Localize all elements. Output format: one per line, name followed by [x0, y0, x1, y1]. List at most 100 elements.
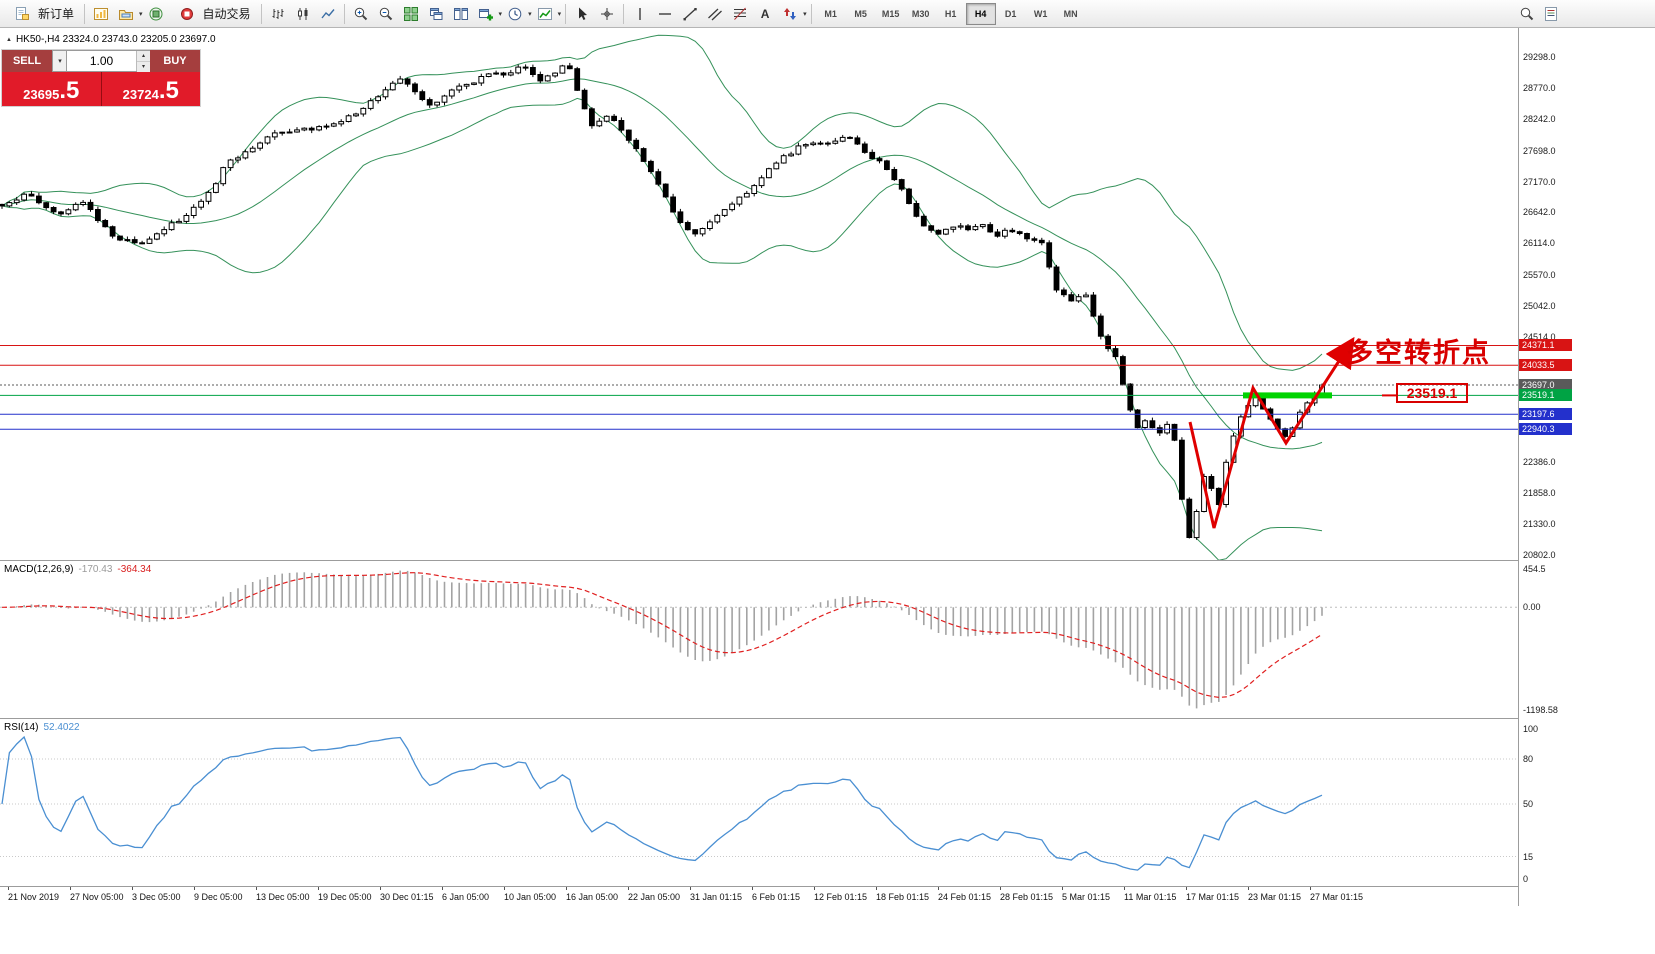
price-axis-label: 21330.0 — [1523, 518, 1556, 529]
macd-panel[interactable]: MACD(12,26,9) -170.43 -364.34 — [0, 561, 1518, 718]
line-chart-icon[interactable] — [316, 3, 340, 25]
rsi-axis-label: 50 — [1523, 799, 1534, 809]
time-axis-tick — [70, 887, 71, 890]
buy-price[interactable]: 23724 .5 — [102, 72, 201, 106]
price-level-label: 22940.3 — [1519, 423, 1572, 436]
time-axis-tick — [1248, 887, 1249, 890]
zoom-out-icon[interactable] — [374, 3, 398, 25]
search-icon[interactable] — [1515, 3, 1539, 25]
data-window-icon[interactable] — [144, 3, 168, 25]
crosshair-icon[interactable] — [595, 3, 619, 25]
volume-value: 1.00 — [89, 54, 114, 68]
price-axis-label: 28242.0 — [1523, 113, 1556, 124]
profiles-button[interactable]: ▾ — [114, 3, 143, 25]
vertical-line-tool-icon[interactable] — [628, 3, 652, 25]
time-axis-tick — [1062, 887, 1063, 890]
chart-objects-icon[interactable] — [1539, 3, 1563, 25]
rsi-canvas[interactable] — [0, 719, 1518, 886]
indicators-icon — [533, 3, 557, 25]
time-axis-tick — [566, 887, 567, 890]
price-callout-label[interactable]: 23519.1 — [1396, 383, 1468, 403]
volume-preset-dropdown[interactable]: ▾ — [52, 50, 67, 72]
time-axis-tick — [8, 887, 9, 890]
new-order-icon — [10, 3, 34, 25]
timeframe-h1-button[interactable]: H1 — [944, 8, 957, 19]
timeframe-m5-button[interactable]: M5 — [854, 8, 867, 19]
tile-vertical-icon[interactable] — [449, 3, 473, 25]
cascade-windows-icon[interactable] — [424, 3, 448, 25]
buy-button[interactable]: BUY — [150, 50, 200, 72]
rsi-label: RSI(14) 52.4022 — [4, 722, 80, 733]
timeframe-m1-button[interactable]: M1 — [824, 8, 837, 19]
volume-stepper[interactable]: ▴ ▾ — [136, 51, 150, 72]
tile-windows-icon[interactable] — [399, 3, 423, 25]
price-axis-label: 20802.0 — [1523, 549, 1556, 560]
rsi-panel[interactable]: RSI(14) 52.4022 — [0, 719, 1518, 886]
price-axis-label: 27170.0 — [1523, 176, 1556, 187]
price-axis-label: 25042.0 — [1523, 301, 1556, 312]
time-axis-tick — [752, 887, 753, 890]
new-chart-icon[interactable] — [89, 3, 113, 25]
trendline-tool-icon[interactable] — [678, 3, 702, 25]
time-axis-label: 13 Dec 05:00 — [256, 892, 310, 902]
time-axis[interactable]: 21 Nov 2019 27 Nov 05:00 3 Dec 05:00 9 Dec … — [0, 887, 1518, 906]
indicators-button[interactable]: ▾ — [533, 3, 562, 25]
volume-input[interactable]: 1.00 ▴ ▾ — [67, 50, 150, 72]
price-axis-label: 24514.0 — [1523, 332, 1556, 343]
time-axis-label: 9 Dec 05:00 — [194, 892, 243, 902]
macd-canvas[interactable] — [0, 561, 1518, 718]
separator — [84, 3, 86, 24]
caret-icon: ▾ — [139, 10, 143, 18]
price-axis-label: 26642.0 — [1523, 207, 1556, 218]
zoom-in-icon[interactable] — [349, 3, 373, 25]
separator — [565, 3, 567, 24]
macd-axis-zero-label: 0.00 — [1523, 602, 1541, 613]
sell-price[interactable]: 23695 .5 — [2, 72, 102, 106]
timeframe-mn-button[interactable]: MN — [1063, 8, 1078, 19]
time-axis-tick — [504, 887, 505, 890]
timeframe-h4-button[interactable]: H4 — [965, 2, 996, 25]
time-axis-label: 6 Feb 01:15 — [752, 892, 801, 902]
volume-up-arrow[interactable]: ▴ — [137, 51, 150, 62]
bar-chart-icon[interactable] — [266, 3, 290, 25]
price-scale-separator — [1518, 28, 1519, 906]
caret-icon: ▾ — [528, 10, 532, 18]
auto-trading-button[interactable]: 自动交易 — [169, 3, 257, 25]
time-axis-label: 18 Feb 01:15 — [876, 892, 930, 902]
time-axis-tick — [1124, 887, 1125, 890]
buy-price-main: 23724 — [122, 87, 159, 102]
timeframe-d1-button[interactable]: D1 — [1004, 8, 1017, 19]
auto-trading-icon — [175, 3, 199, 25]
volume-down-arrow[interactable]: ▾ — [137, 62, 150, 72]
rsi-axis-label: 80 — [1523, 754, 1534, 764]
candlestick-chart-icon[interactable] — [291, 3, 315, 25]
timeframe-group: M1 M5 M15 M30 H1 H4 D1 W1 MN — [816, 2, 1086, 25]
new-order-label: 新订单 — [38, 7, 75, 21]
time-axis-tick — [690, 887, 691, 890]
chart-annotation-text[interactable]: 多空转折点 — [1346, 338, 1491, 368]
panel-separator[interactable] — [0, 718, 1655, 719]
price-scale[interactable]: 29298.0 28770.0 28242.0 27698.0 27170.0 26642… — [1519, 28, 1655, 906]
timeframe-m15-button[interactable]: M15 — [881, 8, 900, 19]
macd-label: MACD(12,26,9) -170.43 -364.34 — [4, 564, 151, 575]
cursor-icon[interactable] — [570, 3, 594, 25]
main-chart-canvas[interactable] — [0, 28, 1518, 560]
timeframe-m30-button[interactable]: M30 — [911, 8, 930, 19]
new-window-button[interactable]: ▾ — [474, 3, 502, 25]
separator — [810, 3, 812, 24]
rsi-value: 52.4022 — [43, 722, 80, 733]
caret-icon: ▾ — [557, 10, 562, 18]
arrows-tool-button[interactable]: ▾ — [778, 3, 807, 25]
text-tool-icon[interactable]: A — [760, 6, 770, 21]
auto-trading-label: 自动交易 — [202, 7, 251, 21]
fibonacci-tool-icon[interactable] — [728, 3, 752, 25]
periods-button[interactable]: ▾ — [503, 3, 532, 25]
panel-separator[interactable] — [0, 560, 1655, 561]
horizontal-line-tool-icon[interactable] — [653, 3, 677, 25]
timeframe-w1-button[interactable]: W1 — [1033, 8, 1048, 19]
channel-tool-icon[interactable] — [703, 3, 727, 25]
new-order-button[interactable]: 新订单 — [4, 3, 80, 25]
symbol-marker-icon: ▲ — [6, 36, 12, 43]
sell-button[interactable]: SELL — [2, 50, 52, 72]
price-chart-panel[interactable]: ▲ HK50-,H4 23324.0 23743.0 23205.0 23697… — [0, 28, 1518, 560]
